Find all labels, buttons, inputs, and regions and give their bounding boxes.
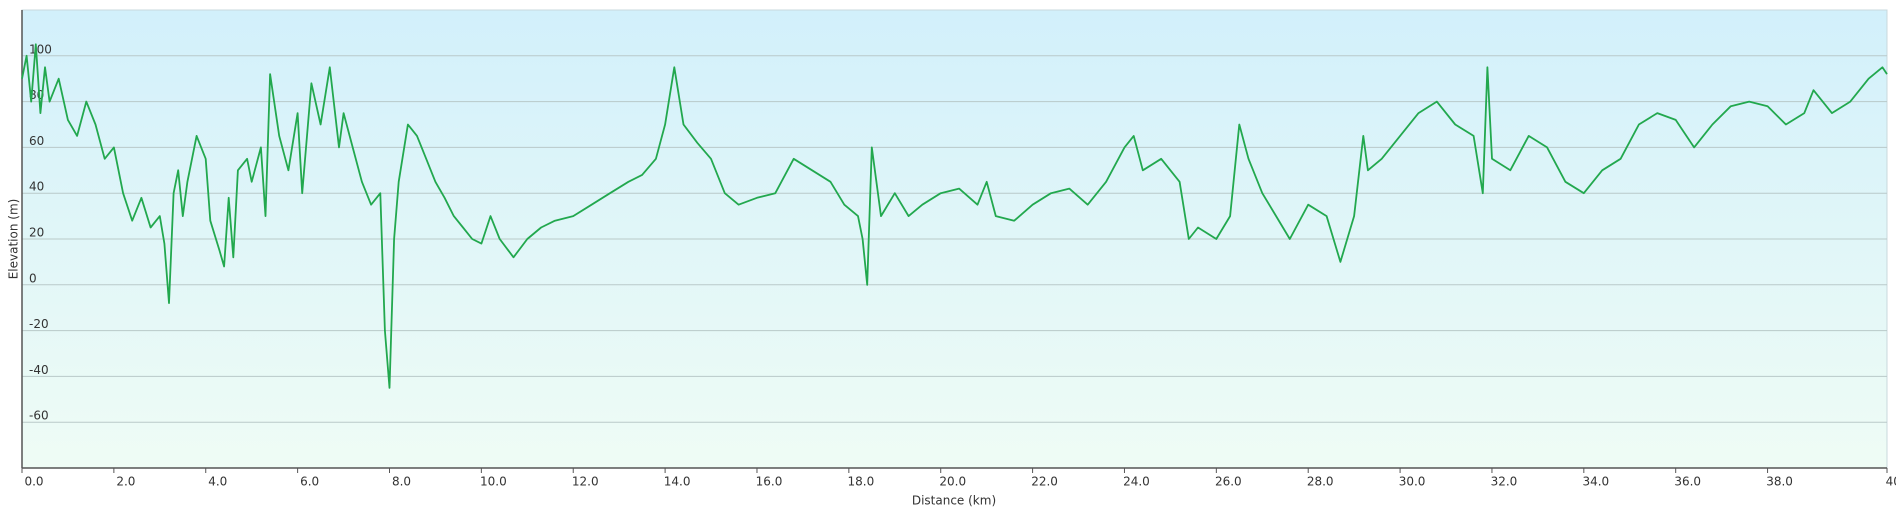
x-tick-label: 38.0 (1766, 475, 1793, 489)
x-tick-label: 6.0 (300, 475, 319, 489)
x-tick-label: 2.0 (116, 475, 135, 489)
x-tick-label: 18.0 (847, 475, 874, 489)
x-tick-label: 4.0 (208, 475, 227, 489)
x-tick-label: 24.0 (1123, 475, 1150, 489)
x-tick-label: 20.0 (939, 475, 966, 489)
x-tick-label: 10.0 (480, 475, 507, 489)
x-tick-label: 40.6 (1886, 475, 1896, 489)
x-tick-label: 16.0 (756, 475, 783, 489)
y-tick-label: 0 (29, 271, 37, 285)
x-tick-label: 26.0 (1215, 475, 1242, 489)
y-tick-label: 20 (29, 226, 44, 240)
x-tick-label: 30.0 (1399, 475, 1426, 489)
y-tick-label: 40 (29, 180, 44, 194)
x-tick-label: 14.0 (664, 475, 691, 489)
y-tick-label: -40 (29, 363, 49, 377)
y-tick-label: -20 (29, 317, 49, 331)
x-tick-label: 22.0 (1031, 475, 1058, 489)
y-tick-label: 60 (29, 134, 44, 148)
x-tick-label: 8.0 (392, 475, 411, 489)
y-tick-label: 100 (29, 42, 52, 56)
x-tick-label: 36.0 (1674, 475, 1701, 489)
x-tick-label: 0.0 (24, 475, 43, 489)
x-axis-title: Distance (km) (912, 494, 996, 508)
y-tick-label: -60 (29, 409, 49, 423)
y-axis-title: Elevation (m) (7, 199, 21, 280)
elevation-line (21, 43, 1888, 389)
x-tick-label: 12.0 (572, 475, 599, 489)
x-tick-label: 34.0 (1582, 475, 1609, 489)
x-tick-label: 28.0 (1307, 475, 1334, 489)
x-tick-label: 32.0 (1491, 475, 1518, 489)
